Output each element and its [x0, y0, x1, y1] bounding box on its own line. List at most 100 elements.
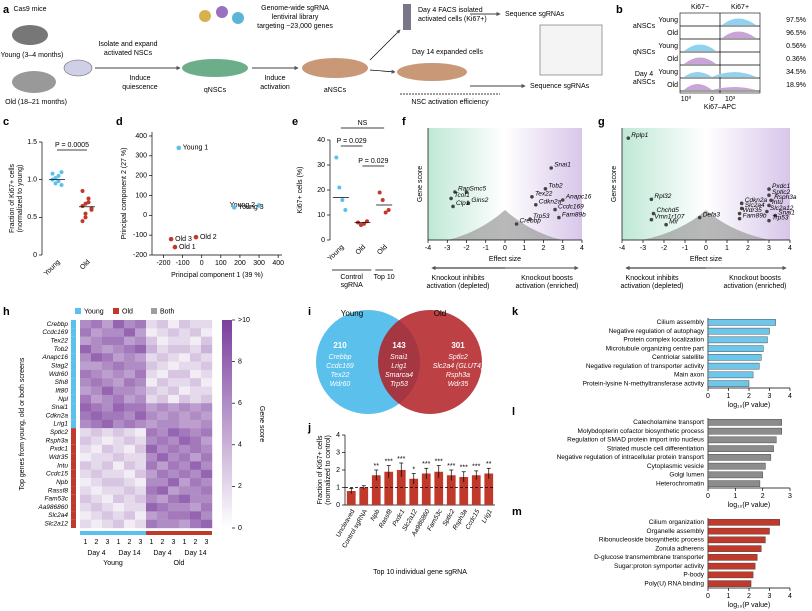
y-axis-label: Ki67+ cells (%): [297, 167, 304, 214]
label: 96.5%: [786, 30, 806, 37]
ansc-cells: [302, 58, 368, 78]
cell: [146, 369, 158, 379]
category-label: Centriolar satellite: [652, 354, 704, 361]
gene-point: [649, 217, 654, 222]
cell: [135, 453, 147, 462]
x-tick-label: 1: [733, 493, 737, 500]
cell: [102, 336, 114, 346]
x-tick-label: -4: [425, 245, 431, 252]
row-label: Intu: [57, 462, 68, 469]
cell: [135, 519, 147, 529]
row-group: [71, 478, 76, 487]
cell: [80, 419, 92, 429]
young-mouse: [12, 25, 48, 45]
cell: [201, 444, 213, 454]
y-axis-label: (normalized to young): [17, 165, 24, 233]
cell: [80, 519, 92, 529]
cell: [201, 336, 213, 346]
point: [359, 223, 363, 227]
arrow: [369, 69, 396, 74]
label: Rsph3a: [774, 194, 797, 201]
bar: [484, 473, 494, 505]
point: [59, 170, 64, 175]
cell: [146, 411, 158, 421]
row-group: [71, 353, 76, 362]
cell: [80, 444, 92, 454]
label: Fam89b: [562, 211, 586, 218]
cell: [124, 478, 136, 487]
x-tick-label: -1: [682, 245, 688, 252]
label: Trp53: [390, 381, 408, 388]
cell: [179, 378, 191, 387]
cell: [102, 353, 114, 362]
cell: [157, 486, 169, 495]
cell: [124, 519, 136, 529]
row-label: Slc2a4: [48, 512, 68, 519]
cell: [146, 328, 158, 337]
row-label: Sfn8: [55, 379, 69, 386]
bar: [707, 354, 762, 361]
bar: [707, 327, 770, 335]
cell: [113, 419, 125, 429]
facs-tube: [403, 4, 411, 30]
category-label: Sugar:proton symporter activity: [614, 563, 705, 570]
y-tick-label: 3: [336, 449, 340, 456]
point: [176, 145, 182, 151]
cell: [157, 478, 169, 487]
category-label: Zonula adherens: [655, 545, 705, 552]
cell: [124, 369, 136, 379]
cell: [190, 386, 202, 396]
x-axis-label: Top 10 individual gene sgRNA: [373, 569, 467, 576]
cell: [179, 461, 191, 470]
column-group: [201, 531, 212, 535]
gene-point: [769, 198, 773, 203]
legend-label: Both: [160, 308, 175, 315]
cell: [157, 453, 169, 462]
cell: [179, 403, 191, 412]
cell: [190, 486, 202, 495]
label: Isolate and expand: [98, 41, 157, 48]
cell: [201, 419, 213, 429]
cell: [80, 453, 92, 462]
row-label: Snai1: [51, 404, 68, 411]
gene-point: [737, 216, 742, 221]
significance: **: [486, 461, 492, 468]
label: Sptlc2: [448, 354, 468, 361]
gene-point: [543, 187, 548, 191]
label: Ran: [458, 186, 470, 193]
cell: [124, 353, 136, 362]
cell: [157, 461, 169, 470]
gene-point: [557, 215, 561, 220]
gene-point: [549, 166, 553, 170]
panel-label: b: [616, 4, 623, 16]
bar: [707, 571, 754, 579]
ridge: [722, 31, 756, 38]
panel-label: j: [307, 422, 311, 434]
cell: [146, 503, 158, 512]
cell: [201, 519, 213, 529]
bar: [707, 319, 776, 326]
cell: [113, 336, 125, 346]
label: P = 0.029: [337, 138, 367, 145]
point: [386, 208, 391, 212]
label: qNSCs: [204, 87, 227, 94]
cell: [80, 328, 92, 337]
label: Top 10: [374, 274, 395, 281]
label: lentiviral library: [272, 14, 319, 21]
cell: [124, 419, 136, 429]
point: [83, 215, 88, 220]
cell: [179, 519, 191, 529]
point: [89, 206, 94, 211]
row-group: [71, 328, 76, 337]
label: 210: [333, 341, 347, 350]
cell: [80, 394, 92, 404]
cell: [135, 403, 147, 412]
cell: [102, 453, 114, 462]
cell: [102, 511, 114, 520]
cell: [179, 478, 191, 487]
column-group: [168, 531, 179, 535]
label: Young 1: [183, 145, 209, 152]
label: Day 4: [87, 550, 105, 557]
cell: [179, 336, 191, 346]
cell: [146, 320, 158, 329]
